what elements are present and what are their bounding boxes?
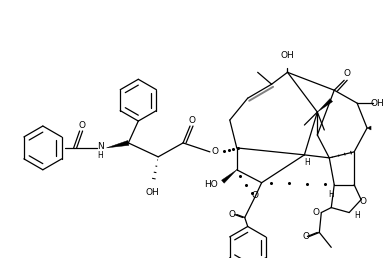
Text: O: O <box>189 116 196 125</box>
Text: H: H <box>328 190 334 199</box>
Text: O: O <box>312 208 319 217</box>
Text: O: O <box>78 120 85 130</box>
Text: H: H <box>98 151 103 160</box>
Text: HO: HO <box>204 180 218 189</box>
Text: O: O <box>303 232 310 241</box>
Text: H: H <box>305 158 310 167</box>
Text: OH: OH <box>370 99 384 108</box>
Text: O: O <box>228 210 235 219</box>
Text: OH: OH <box>280 51 294 60</box>
Text: O: O <box>251 191 258 200</box>
Text: O: O <box>343 69 350 78</box>
Polygon shape <box>222 170 237 183</box>
Polygon shape <box>367 126 371 130</box>
Text: OH: OH <box>145 188 159 197</box>
Text: H: H <box>354 211 360 220</box>
Text: N: N <box>97 142 104 152</box>
Polygon shape <box>107 140 129 148</box>
Text: O: O <box>211 147 218 156</box>
Text: O: O <box>359 197 366 206</box>
Polygon shape <box>317 99 333 112</box>
